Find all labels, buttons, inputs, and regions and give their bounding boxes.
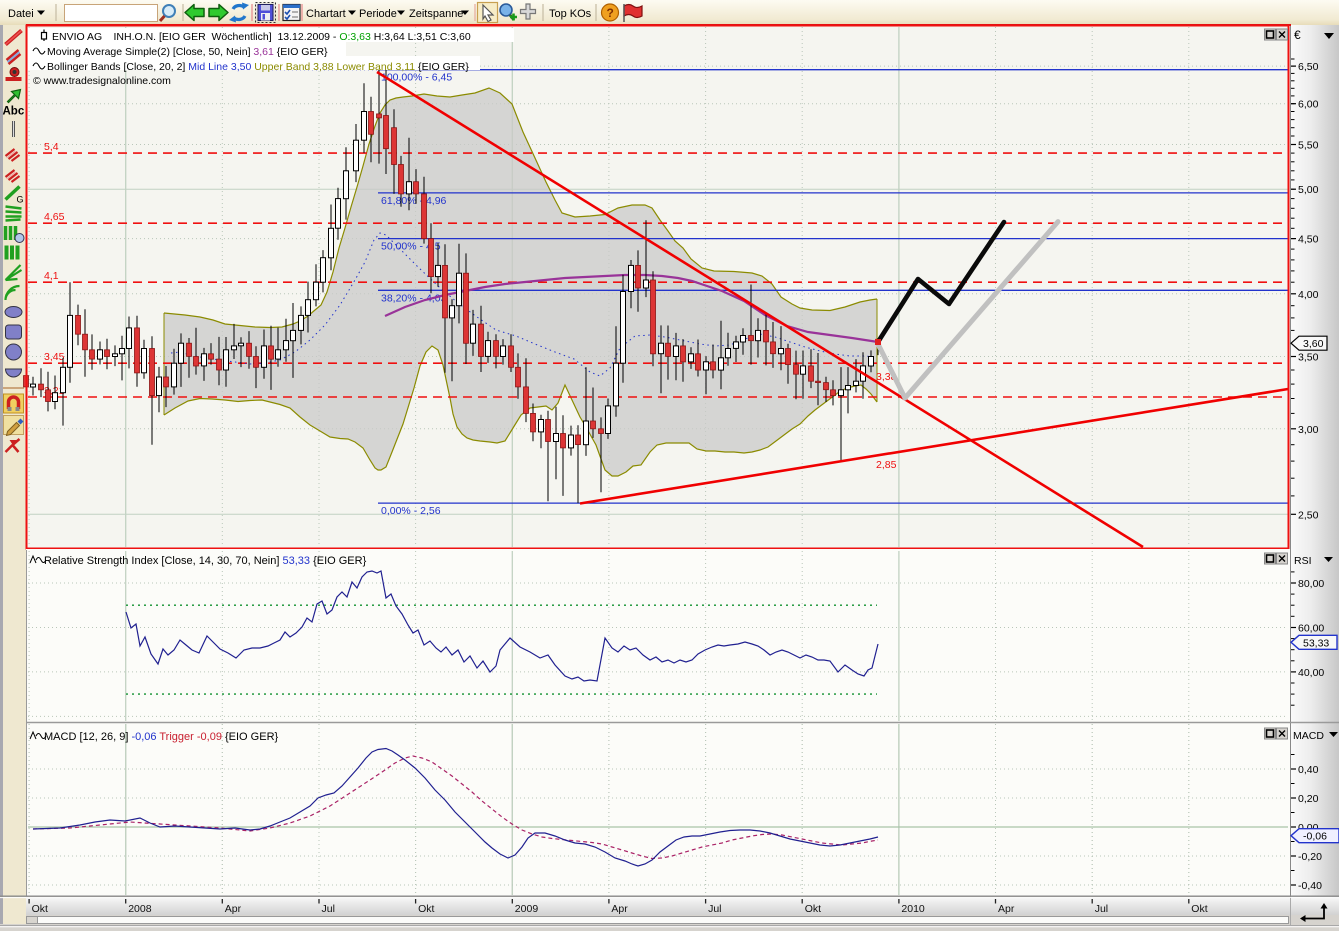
svg-text:100,00% - 6,45: 100,00% - 6,45: [381, 72, 452, 84]
svg-text:Zeitspanne: Zeitspanne: [409, 8, 463, 20]
svg-text:4,1: 4,1: [44, 270, 59, 282]
svg-text:-0,20: -0,20: [1298, 851, 1322, 863]
svg-text:5,50: 5,50: [1298, 140, 1319, 152]
svg-text:© www.tradesignalonline.com: © www.tradesignalonline.com: [33, 75, 171, 87]
svg-text:3,45: 3,45: [44, 351, 65, 363]
svg-text:61,80% - 4,96: 61,80% - 4,96: [381, 195, 447, 207]
svg-text:2,85: 2,85: [876, 459, 897, 471]
svg-text:Chartart: Chartart: [306, 8, 346, 20]
svg-text:Abc: Abc: [3, 106, 25, 118]
svg-text:Okt: Okt: [32, 903, 48, 915]
svg-text:3,50: 3,50: [1298, 352, 1319, 364]
svg-text:40,00: 40,00: [1298, 667, 1324, 679]
svg-text:3,60: 3,60: [1303, 338, 1324, 350]
svg-text:50,00% - 4,5: 50,00% - 4,5: [381, 241, 441, 253]
svg-text:80,00: 80,00: [1298, 578, 1324, 590]
svg-text:2010: 2010: [901, 903, 925, 915]
svg-text:G: G: [17, 195, 24, 205]
svg-text:2009: 2009: [515, 903, 539, 915]
svg-text:2008: 2008: [128, 903, 152, 915]
svg-text:Bollinger Bands [Close, 20, 2]: Bollinger Bands [Close, 20, 2] Mid Line …: [47, 61, 469, 73]
svg-text:Datei: Datei: [8, 8, 34, 20]
svg-text:Jul: Jul: [1095, 903, 1108, 915]
svg-text:ENVIO AG: ENVIO AG: [52, 31, 102, 43]
svg-text:INH.O.N. [EIO GER Wöchentlich: INH.O.N. [EIO GER Wöchentlich] 13.12.200…: [114, 31, 471, 43]
svg-text:5,4: 5,4: [44, 141, 59, 153]
svg-text:-0,40: -0,40: [1298, 880, 1322, 892]
svg-text:53,33: 53,33: [1303, 637, 1329, 649]
svg-text:MACD: MACD: [1293, 730, 1324, 742]
svg-text:MACD [12, 26, 9] -0,06 Trigger: MACD [12, 26, 9] -0,06 Trigger -0,09 {EI…: [44, 731, 279, 743]
svg-text:Moving Average Simple(2) [Clos: Moving Average Simple(2) [Close, 50, Nei…: [47, 46, 328, 58]
svg-text:Top KOs: Top KOs: [549, 8, 592, 20]
svg-text:Apr: Apr: [225, 903, 242, 915]
svg-text:2,50: 2,50: [1298, 509, 1319, 521]
svg-text:Okt: Okt: [418, 903, 434, 915]
svg-text:60,00: 60,00: [1298, 623, 1324, 635]
svg-text:38,20% - 4,03: 38,20% - 4,03: [381, 292, 447, 304]
svg-text:Apr: Apr: [998, 903, 1015, 915]
svg-text:Relative Strength Index [Close: Relative Strength Index [Close, 14, 30, …: [44, 555, 367, 567]
svg-text:Okt: Okt: [805, 903, 821, 915]
svg-text:4,65: 4,65: [44, 211, 65, 223]
svg-text:€: €: [1294, 28, 1301, 42]
svg-text:6,50: 6,50: [1298, 61, 1319, 73]
svg-text:0,40: 0,40: [1298, 764, 1319, 776]
svg-text:Okt: Okt: [1191, 903, 1207, 915]
svg-text:0,20: 0,20: [1298, 793, 1319, 805]
svg-text:-0,06: -0,06: [1303, 831, 1327, 843]
svg-text:5,00: 5,00: [1298, 184, 1319, 196]
svg-text:Jul: Jul: [708, 903, 721, 915]
svg-text:Periode: Periode: [359, 8, 397, 20]
svg-text:4,00: 4,00: [1298, 289, 1319, 301]
svg-text:3,00: 3,00: [1298, 424, 1319, 436]
svg-text:0,00% - 2,56: 0,00% - 2,56: [381, 505, 441, 517]
svg-text:4,50: 4,50: [1298, 234, 1319, 246]
svg-text:Apr: Apr: [611, 903, 628, 915]
svg-text:Jul: Jul: [322, 903, 335, 915]
svg-text:6,00: 6,00: [1298, 99, 1319, 111]
svg-text:RSI: RSI: [1294, 555, 1312, 567]
svg-text:?: ?: [607, 6, 614, 20]
